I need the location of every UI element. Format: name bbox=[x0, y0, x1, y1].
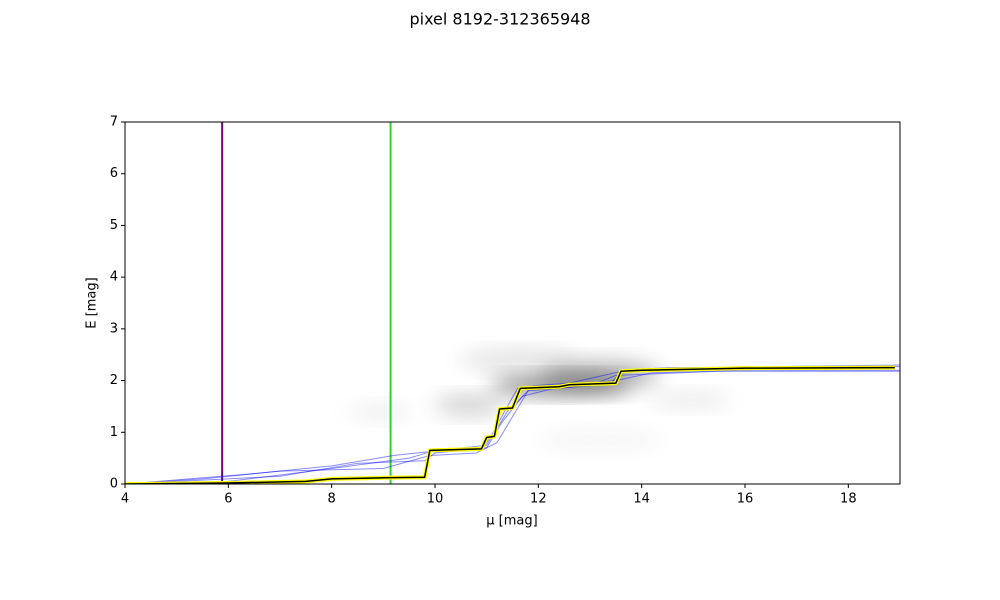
y-tick-label: 7 bbox=[110, 115, 118, 130]
x-tick-label: 6 bbox=[224, 492, 232, 507]
x-tick-label: 12 bbox=[530, 492, 547, 507]
y-tick-label: 3 bbox=[110, 321, 118, 336]
x-axis-label: μ [mag] bbox=[486, 514, 537, 529]
x-tick-label: 14 bbox=[633, 492, 650, 507]
y-tick-label: 0 bbox=[110, 477, 118, 492]
y-tick-label: 2 bbox=[110, 373, 118, 388]
axes-frame bbox=[124, 121, 901, 485]
y-axis-label: E [mag] bbox=[85, 277, 100, 328]
x-tick-label: 16 bbox=[737, 492, 754, 507]
y-tick-label: 1 bbox=[110, 425, 118, 440]
x-tick-label: 18 bbox=[840, 492, 857, 507]
sample-line bbox=[125, 369, 900, 484]
median-line bbox=[125, 366, 895, 484]
y-tick-label: 5 bbox=[110, 218, 118, 233]
x-tick-label: 10 bbox=[427, 492, 444, 507]
y-tick-label: 6 bbox=[110, 166, 118, 181]
x-tick-label: 8 bbox=[328, 492, 336, 507]
chart-title: pixel 8192-312365948 bbox=[409, 10, 590, 29]
sample-line bbox=[125, 370, 900, 484]
density-background bbox=[350, 350, 730, 450]
y-tick-label: 4 bbox=[110, 270, 118, 285]
plot-area bbox=[125, 122, 900, 484]
x-tick-label: 4 bbox=[121, 492, 129, 507]
